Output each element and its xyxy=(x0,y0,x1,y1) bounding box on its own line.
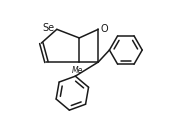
Text: Se: Se xyxy=(43,23,55,33)
Text: Me: Me xyxy=(72,66,83,75)
Text: O: O xyxy=(100,24,108,34)
